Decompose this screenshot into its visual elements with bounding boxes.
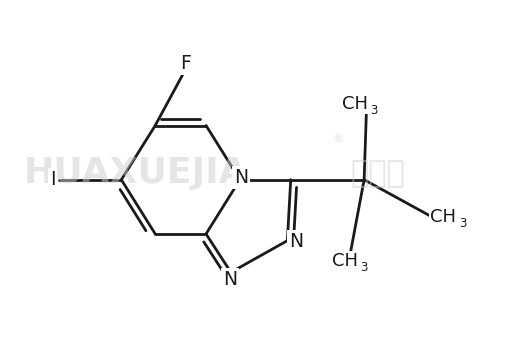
Text: 3: 3 [361,261,368,274]
Text: 3: 3 [459,217,466,230]
Text: I: I [50,170,55,189]
Text: HUAXUEJIA: HUAXUEJIA [24,156,247,191]
Text: CH: CH [430,208,456,226]
Text: 化学加: 化学加 [351,159,405,188]
Text: ®: ® [333,134,344,144]
Text: 3: 3 [371,104,378,117]
Text: CH: CH [332,252,358,270]
Text: N: N [289,232,303,251]
Text: N: N [223,270,237,289]
Text: N: N [234,168,248,187]
Text: F: F [180,54,191,73]
Text: CH: CH [342,95,368,113]
